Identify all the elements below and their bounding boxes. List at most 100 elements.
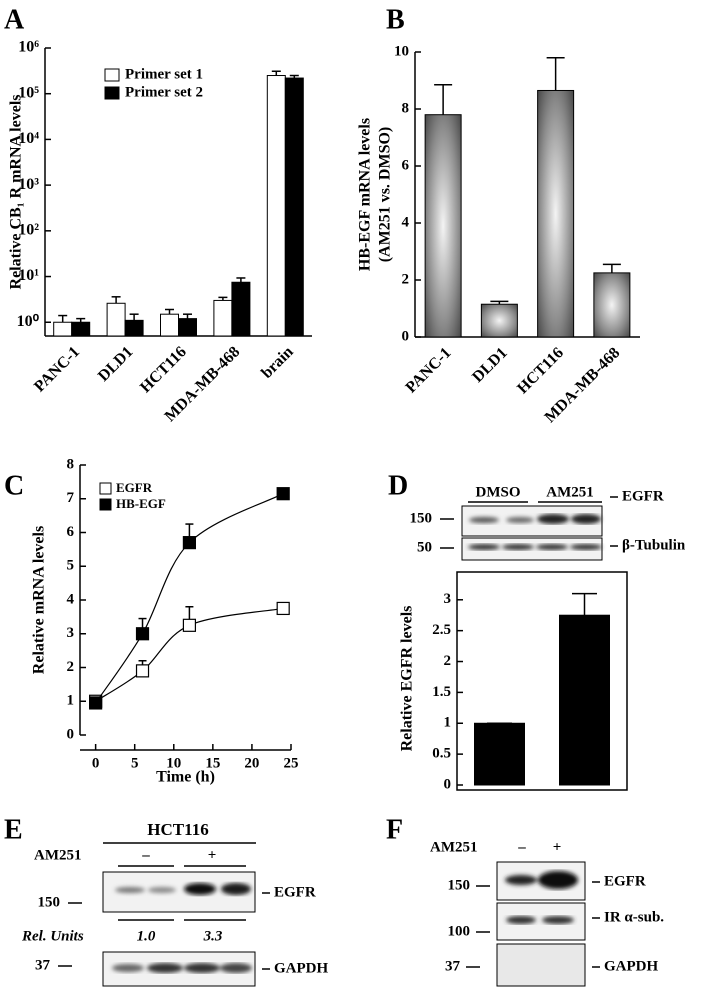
y-tick-label: 8 bbox=[67, 456, 75, 472]
bar bbox=[480, 303, 518, 338]
bar bbox=[537, 89, 575, 338]
mw-label: 37 bbox=[35, 957, 51, 973]
bar bbox=[559, 614, 610, 786]
legend-swatch bbox=[99, 498, 112, 511]
panel-letter: D bbox=[388, 470, 408, 501]
bar bbox=[474, 722, 525, 786]
treatment: AM251 bbox=[430, 839, 478, 855]
y-tick-label: 1.5 bbox=[432, 684, 451, 700]
y-tick-label: 4 bbox=[402, 214, 410, 230]
bar bbox=[213, 299, 233, 337]
panel-letter: B bbox=[386, 4, 405, 35]
point bbox=[182, 618, 197, 632]
x-tick-label: 15 bbox=[205, 755, 220, 771]
bar bbox=[284, 77, 304, 337]
x-tick-label: PANC-1 bbox=[31, 343, 83, 395]
bar bbox=[124, 319, 144, 337]
mw-label: 50 bbox=[417, 539, 432, 555]
point bbox=[89, 696, 103, 710]
legend-swatch bbox=[104, 86, 120, 100]
legend-label: EGFR bbox=[116, 480, 153, 495]
band-label: β-Tubulin bbox=[622, 537, 686, 553]
legend-label: HB-EGF bbox=[116, 496, 166, 511]
y-axis-label: Relative CB₁ R mRNA levels bbox=[8, 95, 25, 290]
y-axis-label: HB-EGF mRNA levels bbox=[357, 118, 374, 271]
lane-label: – bbox=[517, 839, 526, 855]
bands bbox=[468, 544, 602, 550]
lane-label: + bbox=[553, 839, 562, 855]
treatment: AM251 bbox=[34, 847, 82, 863]
y-axis-label: Relative mRNA levels bbox=[31, 526, 48, 674]
band-label: EGFR bbox=[274, 884, 316, 900]
x-tick-label: PANC-1 bbox=[403, 344, 455, 396]
y-tick-label: 0.5 bbox=[432, 746, 451, 762]
band-label: GAPDH bbox=[604, 958, 658, 974]
point bbox=[135, 627, 150, 641]
blot-f: F AM251 – + 150 100 37 EGFR IR α-sub. GA… bbox=[386, 814, 664, 987]
y-tick-label: 10⁰ bbox=[17, 313, 40, 330]
bar bbox=[106, 302, 126, 337]
y-tick-label: 2 bbox=[67, 659, 75, 675]
x-tick-label: 0 bbox=[92, 755, 100, 771]
x-axis-label: Time (h) bbox=[156, 769, 215, 786]
group-label: DMSO bbox=[476, 484, 521, 500]
fit-curve bbox=[95, 607, 284, 702]
bar bbox=[71, 321, 91, 337]
y-tick-label: 10² bbox=[18, 221, 39, 238]
cell-line: HCT116 bbox=[147, 820, 208, 839]
point bbox=[182, 536, 197, 550]
legend-swatch bbox=[99, 482, 112, 495]
y-tick-label: 4 bbox=[67, 591, 75, 607]
y-tick-label: 3 bbox=[67, 625, 75, 641]
y-tick-label: 1 bbox=[444, 715, 452, 731]
bands bbox=[469, 514, 601, 524]
point bbox=[135, 664, 150, 678]
bar bbox=[266, 75, 286, 337]
x-tick-label: DLD1 bbox=[95, 343, 137, 385]
x-tick-label: 25 bbox=[284, 755, 299, 771]
panel-letter: A bbox=[4, 4, 25, 35]
bar bbox=[178, 318, 197, 337]
y-tick-label: 10 bbox=[394, 43, 409, 59]
y-tick-label: 1 bbox=[67, 693, 75, 709]
y-tick-label: 10³ bbox=[18, 176, 39, 193]
fit-curve bbox=[95, 493, 284, 704]
bands bbox=[112, 963, 252, 973]
mw-label: 150 bbox=[38, 894, 61, 910]
bands bbox=[115, 883, 251, 895]
plot-frame bbox=[456, 571, 628, 791]
y-axis-label: (AM251 vs. DMSO) bbox=[377, 127, 394, 263]
legend-label: Primer set 1 bbox=[125, 66, 203, 82]
y-tick-label: 3 bbox=[444, 591, 452, 607]
blot-e: E HCT116 AM251 – + 150 EGFR Rel. Units 1… bbox=[4, 814, 328, 987]
y-tick-label: 2 bbox=[444, 653, 452, 669]
band-label: GAPDH bbox=[274, 960, 328, 976]
legend-swatch bbox=[104, 68, 120, 82]
x-tick-label: brain bbox=[258, 343, 296, 381]
y-tick-label: 6 bbox=[402, 157, 410, 173]
quant-label: Rel. Units bbox=[21, 928, 84, 944]
group-label: AM251 bbox=[546, 484, 594, 500]
x-tick-label: HCT116 bbox=[514, 344, 567, 397]
x-tick-label: 10 bbox=[166, 755, 181, 771]
blot-d: D DMSO AM251 150 50 EGFR β-Tubulin bbox=[388, 470, 686, 561]
bands bbox=[506, 916, 574, 924]
y-tick-label: 7 bbox=[67, 490, 75, 506]
y-tick-label: 5 bbox=[67, 558, 75, 574]
y-tick-label: 0 bbox=[444, 776, 452, 792]
x-tick-label: 5 bbox=[131, 755, 139, 771]
y-tick-label: 10⁶ bbox=[18, 39, 39, 56]
quant-value: 1.0 bbox=[137, 928, 156, 944]
y-tick-label: 0 bbox=[67, 726, 75, 742]
point bbox=[276, 601, 290, 616]
panel-letter: F bbox=[386, 814, 403, 845]
bands bbox=[505, 871, 578, 889]
y-tick-label: 6 bbox=[67, 524, 75, 540]
y-tick-label: 2.5 bbox=[432, 622, 451, 638]
y-tick-label: 8 bbox=[402, 100, 410, 116]
quant-value: 3.3 bbox=[203, 928, 223, 944]
blot-panel bbox=[461, 537, 603, 561]
band-label: EGFR bbox=[604, 873, 646, 889]
bar bbox=[593, 272, 631, 338]
y-tick-label: 0 bbox=[402, 328, 410, 344]
